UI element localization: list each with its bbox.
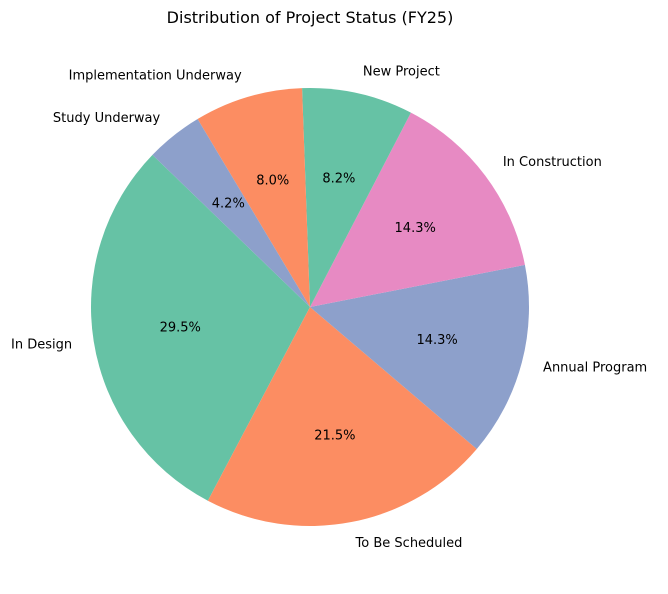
slices-layer	[90, 87, 529, 526]
category-label-in-design: In Design	[11, 338, 72, 353]
percent-label-implementation-underway: 8.0%	[256, 173, 289, 188]
percent-label-annual-program: 14.3%	[416, 333, 457, 348]
percent-label-in-design: 29.5%	[160, 320, 201, 335]
category-label-annual-program: Annual Program	[543, 360, 647, 375]
pie-slice-to-be-scheduled	[207, 307, 477, 526]
category-label-implementation-underway: Implementation Underway	[69, 68, 242, 83]
percent-label-study-underway: 4.2%	[212, 197, 245, 212]
pie-slice-annual-program	[310, 264, 529, 449]
pie-slice-implementation-underway	[197, 88, 310, 308]
pie-slice-new-project	[302, 87, 411, 307]
pie-slice-in-construction	[310, 112, 525, 307]
percent-label-new-project: 8.2%	[322, 171, 355, 186]
chart-title: Distribution of Project Status (FY25)	[167, 8, 454, 27]
pie-slice-study-underway	[152, 119, 310, 307]
percent-label-in-construction: 14.3%	[395, 221, 436, 236]
percent-label-to-be-scheduled: 21.5%	[314, 429, 355, 444]
percent-labels-layer: 29.5% 21.5% 14.3% 14.3% 8.2% 8.0% 4.2%	[160, 171, 458, 443]
pie-slice-in-design	[90, 154, 311, 501]
category-label-in-construction: In Construction	[503, 155, 602, 170]
category-label-to-be-scheduled: To Be Scheduled	[355, 536, 463, 551]
category-label-study-underway: Study Underway	[53, 111, 161, 126]
category-label-new-project: New Project	[363, 64, 440, 79]
category-labels-layer: In Design To Be Scheduled Annual Program In…	[11, 64, 647, 551]
